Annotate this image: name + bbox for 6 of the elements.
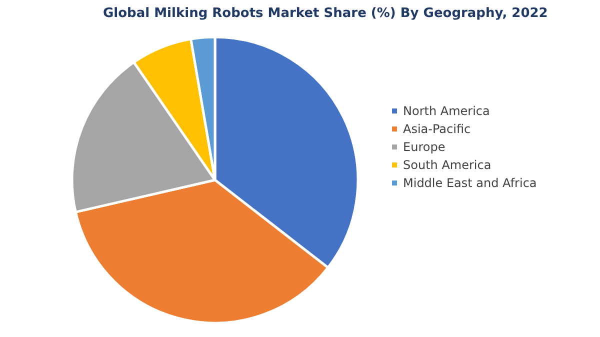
legend-label: Middle East and Africa	[403, 176, 537, 190]
legend-label: North America	[403, 104, 490, 118]
legend-label: South America	[403, 158, 492, 172]
chart-title: Global Milking Robots Market Share (%) By Geography, 2022	[103, 6, 548, 21]
legend-label: Europe	[403, 140, 446, 154]
legend-label: Asia-Pacific	[403, 122, 471, 136]
